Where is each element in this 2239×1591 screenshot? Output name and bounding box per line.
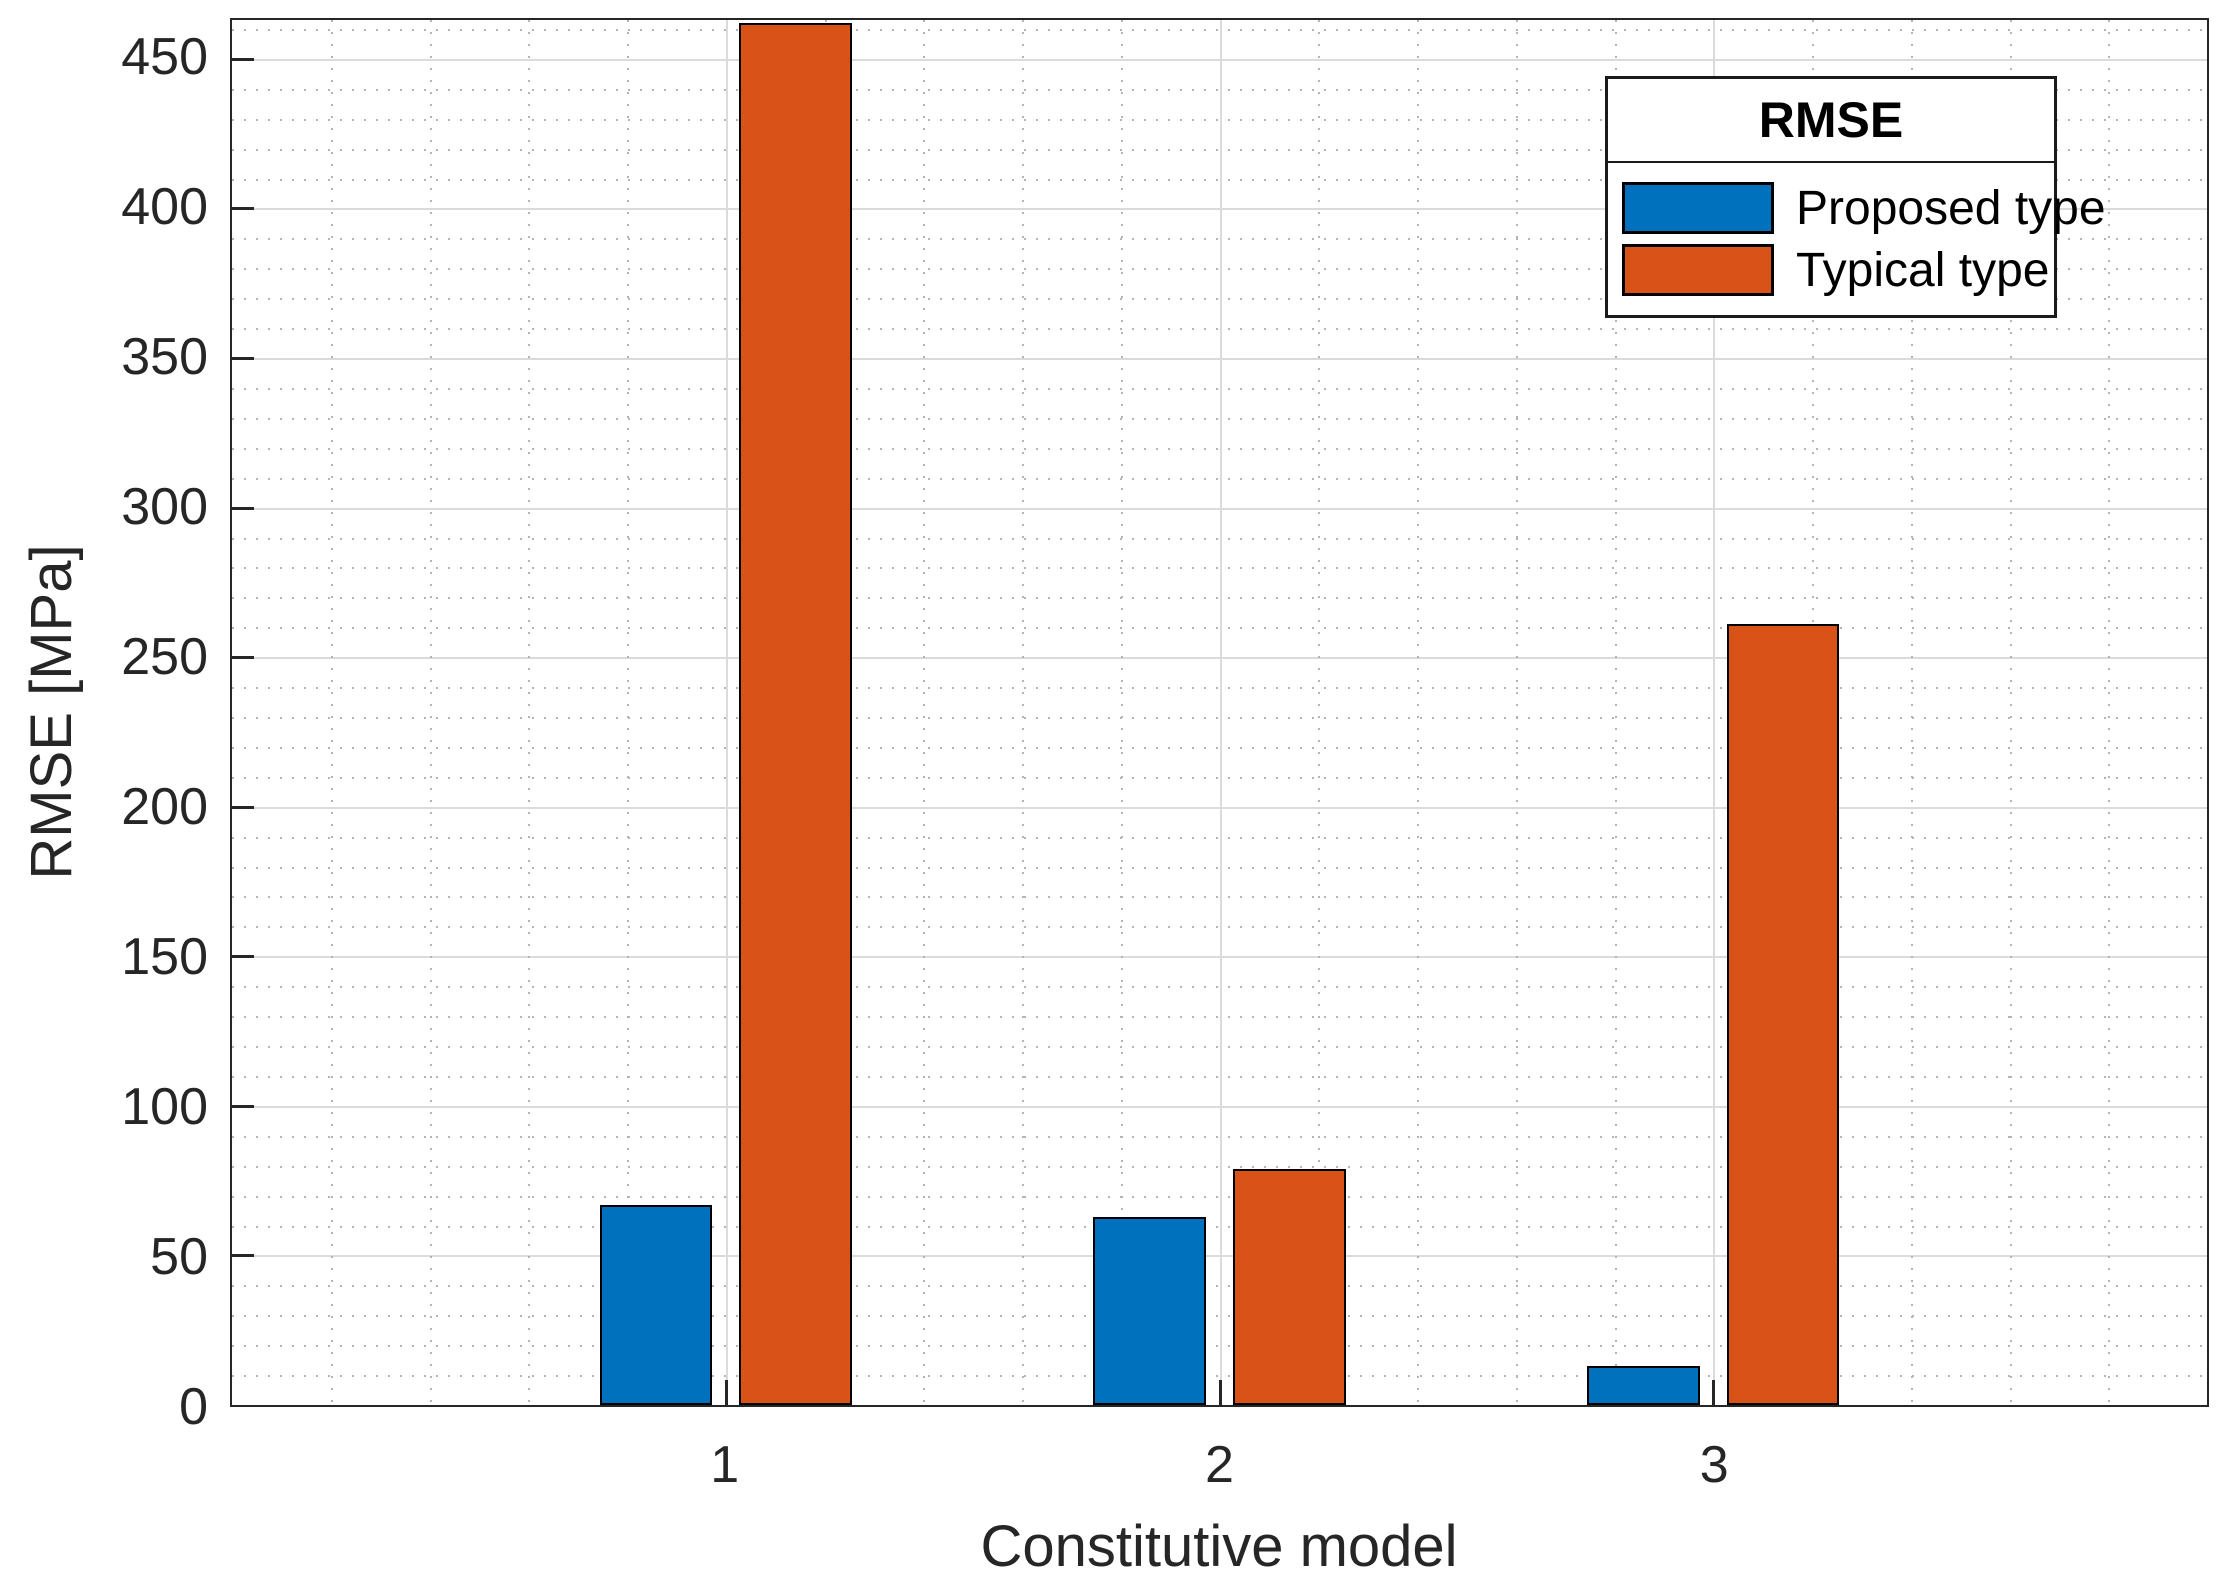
tick-layer — [232, 20, 2207, 1405]
minor-gridline-x-0.15 — [528, 20, 531, 1405]
bar-proposed-model-1 — [599, 1204, 713, 1405]
y-tick-mark-450 — [232, 57, 254, 61]
y-tick-label-150: 150 — [121, 928, 208, 986]
legend-row-1: Typical type — [1608, 239, 2054, 301]
y-tick-mark-300 — [232, 506, 254, 510]
bar-typical-model-2 — [1232, 1168, 1346, 1405]
y-tick-mark-150 — [232, 955, 254, 959]
major-gridline-x-2 — [1219, 20, 1222, 1405]
legend-label-typical-type: Typical type — [1796, 243, 2050, 297]
y-tick-mark-50 — [232, 1254, 254, 1258]
y-tick-mark-350 — [232, 357, 254, 361]
y-tick-mark-100 — [232, 1104, 254, 1108]
major-gridline-x-1 — [725, 20, 728, 1405]
minor-gridline-x-0.7 — [1614, 20, 1617, 1405]
minor-gridline-x-0.05 — [330, 20, 333, 1405]
minor-gridline-x-0.9 — [2009, 20, 2012, 1405]
major-gridline-x-3 — [1713, 20, 1716, 1405]
x-tick-mark-1 — [724, 1380, 728, 1405]
x-tick-label-1: 1 — [710, 1436, 740, 1494]
minor-gridline-x-0.55 — [1318, 20, 1321, 1405]
y-tick-label-250: 250 — [121, 628, 208, 686]
legend: RMSE Proposed type Typical type — [1605, 76, 2106, 318]
x-tick-label-2: 2 — [1205, 1436, 1234, 1494]
legend-title-row: RMSE — [1608, 79, 2054, 163]
y-tick-label-450: 450 — [121, 28, 208, 86]
y-tick-label-350: 350 — [121, 328, 208, 386]
y-axis-label: RMSE [MPa] — [19, 544, 85, 880]
legend-label-proposed-type: Proposed type — [1796, 181, 2106, 235]
legend-swatch-typical-type — [1622, 244, 1774, 296]
x-axis-label: Constitutive model — [980, 1514, 1458, 1579]
minor-gridline-x-0.4 — [1022, 20, 1024, 1405]
bar-proposed-model-3 — [1587, 1366, 1700, 1405]
bar-layer — [232, 20, 2207, 1405]
y-tick-mark-200 — [232, 805, 254, 809]
y-tick-label-100: 100 — [121, 1078, 208, 1136]
legend-swatch-proposed-type — [1622, 182, 1774, 234]
minor-gridline-x-0.6 — [1417, 20, 1419, 1405]
minor-gridline-x-0.35 — [923, 20, 926, 1405]
x-tick-mark-3 — [1712, 1380, 1716, 1405]
y-tick-label-0: 0 — [179, 1378, 208, 1436]
grid-layer — [232, 20, 2207, 1405]
minor-gridline-x-0.2 — [627, 20, 629, 1405]
minor-gridline-x-0.85 — [1910, 20, 1913, 1405]
y-tick-label-300: 300 — [121, 478, 208, 536]
minor-gridline-x-0.95 — [2108, 20, 2111, 1405]
minor-gridline-x-0.65 — [1515, 20, 1518, 1405]
bar-proposed-model-2 — [1093, 1216, 1207, 1405]
x-tick-mark-2 — [1218, 1380, 1222, 1405]
minor-gridline-x-0.1 — [429, 20, 432, 1405]
y-tick-mark-250 — [232, 656, 254, 660]
y-tick-label-200: 200 — [121, 778, 208, 836]
y-tick-label-50: 50 — [150, 1228, 208, 1286]
legend-title: RMSE — [1758, 92, 1904, 148]
y-tick-label-400: 400 — [121, 178, 208, 236]
legend-row-0: Proposed type — [1608, 177, 2106, 239]
y-tick-mark-400 — [232, 207, 254, 211]
bar-typical-model-3 — [1726, 624, 1840, 1405]
minor-gridline-x-0.45 — [1120, 20, 1123, 1405]
bar-typical-model-1 — [739, 23, 852, 1405]
x-tick-label-3: 3 — [1699, 1436, 1729, 1494]
legend-entries: Proposed type Typical type — [1608, 163, 2106, 301]
